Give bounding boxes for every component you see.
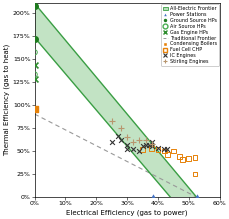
Polygon shape — [35, 4, 196, 197]
Point — [137, 138, 141, 142]
Point — [149, 145, 153, 148]
Point — [125, 147, 128, 151]
Point — [109, 140, 113, 143]
Point — [149, 147, 153, 150]
Point — [146, 143, 150, 146]
Point — [33, 77, 36, 81]
Point — [140, 147, 144, 151]
Point — [180, 157, 184, 161]
Point — [131, 147, 135, 151]
Point — [143, 138, 147, 142]
Point — [151, 195, 155, 199]
Point — [143, 143, 147, 146]
Point — [33, 4, 36, 8]
Point — [33, 37, 36, 40]
Point — [155, 147, 159, 150]
Point — [125, 143, 128, 146]
Point — [165, 153, 168, 156]
Point — [149, 140, 153, 143]
Point — [33, 51, 36, 54]
Point — [194, 195, 197, 199]
Point — [149, 142, 153, 145]
Point — [155, 147, 159, 151]
Point — [119, 138, 122, 142]
Y-axis label: Thermal Efficiency (gas to heat): Thermal Efficiency (gas to heat) — [3, 44, 10, 156]
Point — [137, 149, 141, 153]
Point — [171, 149, 174, 153]
Point — [162, 149, 165, 153]
Point — [186, 157, 190, 160]
Point — [192, 156, 196, 159]
Point — [140, 145, 144, 148]
Point — [177, 155, 181, 158]
X-axis label: Electrical Efficiency (gas to power): Electrical Efficiency (gas to power) — [66, 209, 187, 215]
Legend: All-Electric Frontier, Power Stations, Ground Source HPs, Air Source HPs, Gas En: All-Electric Frontier, Power Stations, G… — [160, 4, 218, 66]
Point — [165, 147, 168, 151]
Point — [192, 172, 196, 176]
Point — [116, 134, 119, 138]
Point — [119, 126, 122, 130]
Point — [162, 147, 165, 151]
Point — [33, 64, 36, 67]
Point — [125, 135, 128, 139]
Point — [131, 140, 135, 143]
Point — [33, 73, 36, 76]
Point — [109, 120, 113, 123]
Point — [33, 108, 36, 111]
